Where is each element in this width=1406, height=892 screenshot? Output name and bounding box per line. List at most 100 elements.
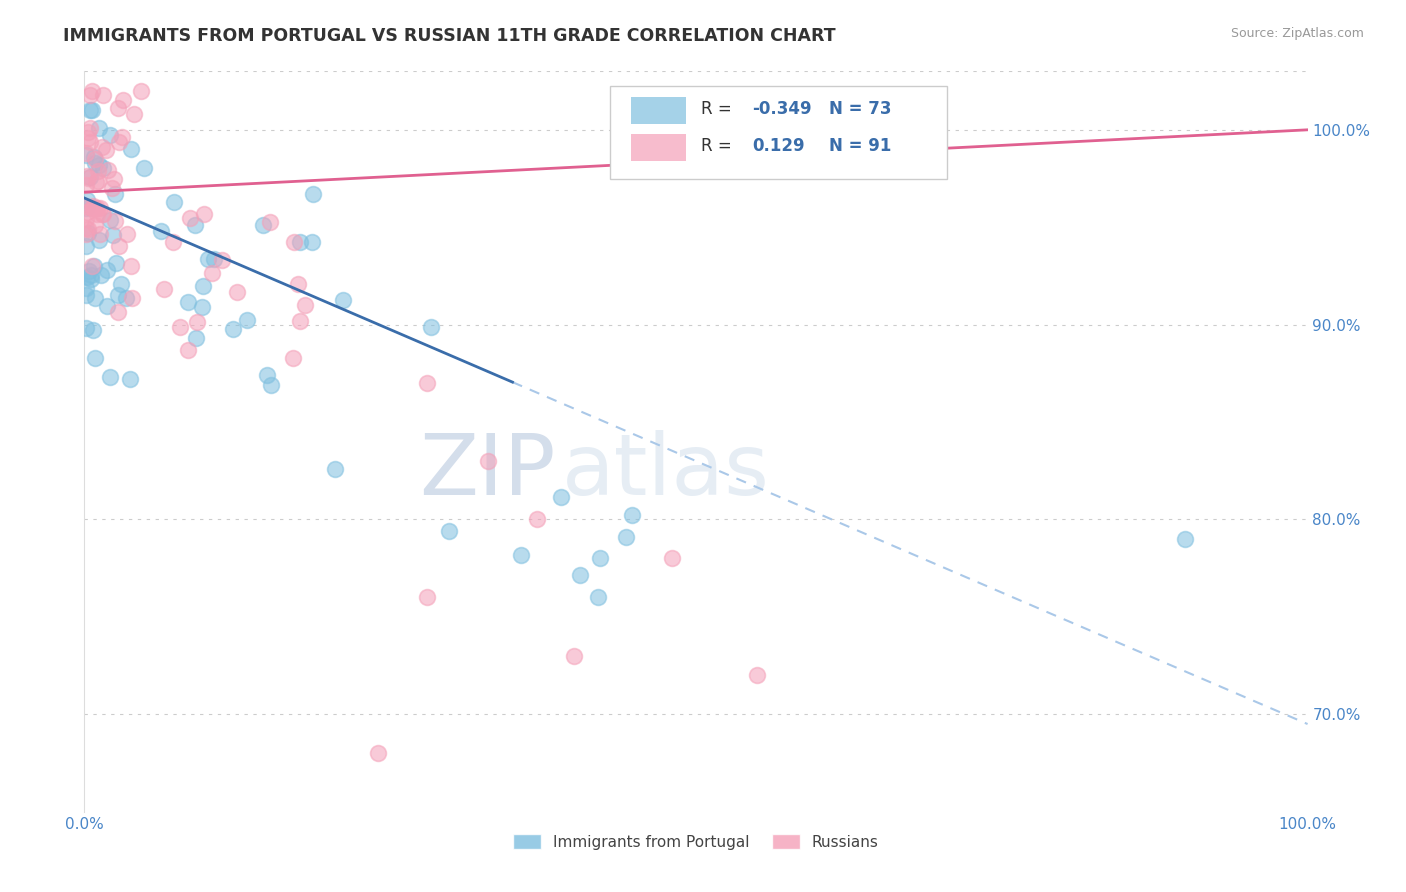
Point bbox=[82, 323, 104, 337]
Point bbox=[153, 282, 176, 296]
Text: N = 73: N = 73 bbox=[830, 100, 891, 118]
Point bbox=[569, 567, 592, 582]
Point bbox=[96, 263, 118, 277]
Point bbox=[91, 161, 114, 175]
Point bbox=[191, 300, 214, 314]
Point bbox=[79, 135, 101, 149]
Point bbox=[80, 268, 103, 282]
Point bbox=[120, 372, 142, 386]
Point bbox=[176, 343, 198, 357]
Point bbox=[621, 508, 644, 522]
Point bbox=[82, 201, 104, 215]
Point bbox=[120, 142, 142, 156]
Point bbox=[75, 201, 97, 215]
Point bbox=[82, 199, 104, 213]
Point bbox=[550, 490, 572, 504]
Point bbox=[184, 331, 207, 345]
FancyBboxPatch shape bbox=[610, 87, 946, 178]
Point bbox=[120, 260, 142, 274]
Point bbox=[77, 125, 100, 139]
Point bbox=[79, 169, 101, 184]
Point bbox=[83, 259, 105, 273]
Point bbox=[75, 287, 97, 301]
Point bbox=[84, 218, 107, 232]
Text: Source: ZipAtlas.com: Source: ZipAtlas.com bbox=[1230, 27, 1364, 40]
Point bbox=[86, 207, 108, 221]
Point bbox=[222, 322, 245, 336]
Point bbox=[129, 84, 152, 98]
Point bbox=[91, 87, 114, 102]
Point bbox=[586, 591, 609, 605]
Point bbox=[420, 320, 443, 334]
Point bbox=[97, 162, 120, 177]
Point bbox=[79, 264, 101, 278]
FancyBboxPatch shape bbox=[631, 135, 686, 161]
Point bbox=[105, 256, 128, 270]
Point bbox=[108, 136, 131, 150]
Point bbox=[84, 291, 107, 305]
Point bbox=[80, 103, 103, 118]
Point bbox=[121, 291, 143, 305]
Point bbox=[416, 591, 439, 605]
Point bbox=[661, 551, 683, 566]
Point bbox=[115, 291, 138, 305]
Point bbox=[184, 218, 207, 232]
Point bbox=[84, 155, 107, 169]
Point bbox=[197, 252, 219, 266]
Point bbox=[236, 313, 259, 327]
Point bbox=[260, 378, 283, 392]
Point bbox=[281, 351, 304, 365]
Point bbox=[107, 288, 129, 302]
Point bbox=[439, 524, 461, 538]
Point bbox=[75, 147, 97, 161]
Point bbox=[83, 201, 105, 215]
Point bbox=[526, 512, 548, 526]
Point bbox=[112, 93, 135, 107]
Point bbox=[332, 293, 354, 308]
Point bbox=[79, 87, 101, 102]
Legend: Immigrants from Portugal, Russians: Immigrants from Portugal, Russians bbox=[508, 828, 884, 856]
Point bbox=[83, 150, 105, 164]
Text: ZIP: ZIP bbox=[419, 430, 555, 513]
Point bbox=[103, 171, 125, 186]
Point bbox=[747, 668, 769, 682]
Point bbox=[134, 161, 156, 176]
Point bbox=[256, 368, 278, 383]
Point bbox=[87, 158, 110, 172]
Point bbox=[179, 211, 201, 226]
Point bbox=[76, 169, 98, 183]
Point bbox=[87, 233, 110, 247]
Point bbox=[294, 298, 316, 312]
Point bbox=[108, 239, 131, 253]
Text: R =: R = bbox=[700, 100, 737, 118]
Point bbox=[75, 227, 97, 241]
Point bbox=[89, 201, 111, 215]
Text: 0.129: 0.129 bbox=[752, 137, 804, 155]
Point bbox=[77, 200, 100, 214]
Point bbox=[614, 530, 637, 544]
Point bbox=[367, 746, 389, 760]
Point bbox=[169, 320, 191, 334]
Point bbox=[80, 259, 103, 273]
Point bbox=[301, 186, 323, 201]
Point bbox=[84, 175, 107, 189]
Point bbox=[76, 193, 98, 207]
Text: R =: R = bbox=[700, 137, 742, 155]
Text: N = 91: N = 91 bbox=[830, 137, 891, 155]
Point bbox=[82, 84, 104, 98]
Point bbox=[86, 163, 108, 178]
Point bbox=[283, 235, 305, 249]
Point bbox=[110, 129, 132, 144]
Point bbox=[76, 269, 98, 284]
Point bbox=[201, 266, 224, 280]
Point bbox=[104, 214, 127, 228]
Point bbox=[86, 201, 108, 215]
Point bbox=[75, 321, 97, 335]
Point bbox=[259, 215, 281, 229]
Point bbox=[98, 213, 121, 227]
Point bbox=[163, 194, 186, 209]
Point bbox=[416, 376, 439, 390]
Point bbox=[87, 121, 110, 136]
Point bbox=[76, 204, 98, 219]
Point bbox=[149, 224, 172, 238]
